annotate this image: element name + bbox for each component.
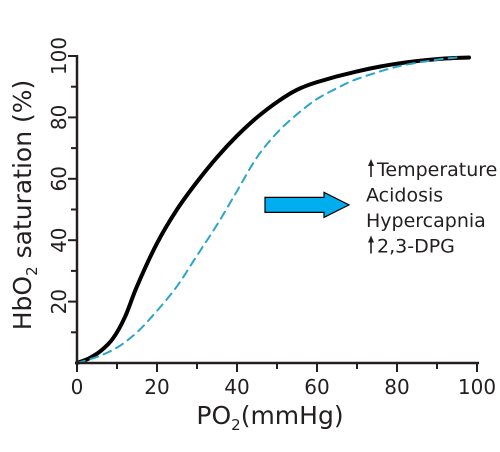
annotation-label: 2,3-DPG — [377, 236, 455, 258]
annotation-label: Temperature — [376, 159, 497, 181]
y-tick-label: 40 — [47, 227, 71, 252]
y-tick-label: 20 — [47, 289, 71, 314]
x-tick-label: 0 — [71, 375, 84, 399]
y-axis-title-subscript: 2 — [23, 266, 41, 276]
y-tick-label: 60 — [47, 166, 71, 191]
x-axis-title-subscript: 2 — [231, 416, 241, 434]
up-arrow-icon — [368, 159, 374, 177]
x-tick-label: 40 — [224, 375, 249, 399]
y-axis-title: HbO2 saturation (%) — [8, 80, 41, 331]
y-axis-title-main: HbO — [8, 276, 37, 330]
x-tick-label: 80 — [384, 375, 409, 399]
y-tick-label: 100 — [47, 37, 71, 75]
y-axis-title-rest: saturation (%) — [8, 80, 37, 267]
x-axis-title-unit: (mmHg) — [241, 401, 344, 430]
x-tick-label: 60 — [304, 375, 329, 399]
normal-curve-solid — [75, 55, 471, 365]
annotation-list: Temperature Acidosis Hypercapnia 2,3-DPG — [366, 159, 497, 258]
x-tick-label: 20 — [144, 375, 169, 399]
plot-area — [75, 55, 471, 365]
x-tick-label: 100 — [458, 375, 496, 399]
annotation-label: Hypercapnia — [366, 210, 486, 232]
shifted-curve-dashed — [76, 56, 458, 364]
x-axis-title: PO2(mmHg) — [196, 401, 343, 434]
ticks: 0 20 40 60 80 100 20 40 60 80 100 — [47, 37, 496, 399]
annotation-label: Acidosis — [366, 185, 443, 207]
right-shift-arrow — [264, 191, 351, 219]
up-arrow-icon — [368, 235, 374, 254]
y-tick-label: 80 — [47, 105, 71, 130]
x-axis-title-main: PO — [196, 401, 231, 430]
